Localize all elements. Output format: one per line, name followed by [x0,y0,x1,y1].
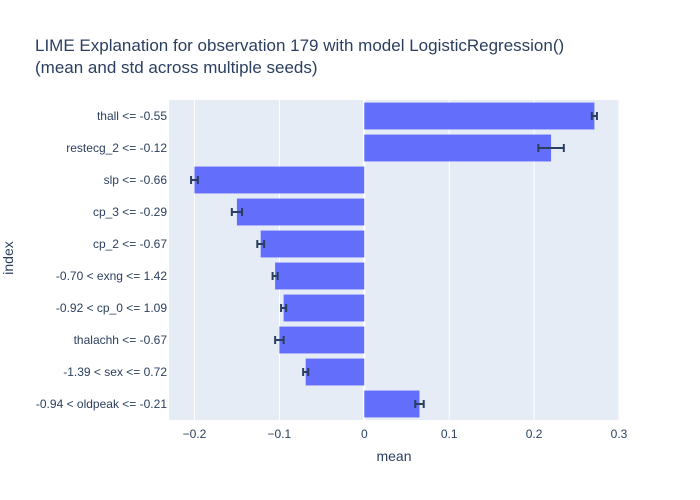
error-bars [190,112,598,408]
bar [364,390,420,418]
y-tick-label: thalachh <= -0.67 [74,333,168,347]
x-tick-label: −0.2 [183,427,207,441]
bar [194,166,365,194]
bars [194,102,595,418]
error-bar [230,208,244,216]
bar [305,358,365,386]
error-bar [274,336,285,344]
error-bar [414,400,425,408]
y-tick-label: -1.39 < sex <= 0.72 [63,365,167,379]
y-tick-label: -0.92 < cp_0 <= 1.09 [56,301,167,315]
y-tick-label: cp_3 <= -0.29 [93,205,167,219]
bar [279,326,365,354]
error-bar [302,368,310,376]
x-tick-label: 0.3 [611,427,628,441]
bar [364,134,552,162]
x-tick-labels: −0.2 −0.1 0 0.1 0.2 0.3 [183,427,628,441]
y-tick-label: restecg_2 <= -0.12 [66,141,167,155]
y-tick-label: -0.70 < exng <= 1.42 [56,269,167,283]
chart-title-line2: (mean and std across multiple seeds) [35,58,318,77]
bar [260,230,365,258]
x-tick-label: −0.1 [268,427,292,441]
error-bar [271,272,279,280]
error-bar [280,304,288,312]
bar [236,198,365,226]
x-tick-label: 0 [361,427,368,441]
x-axis-title: mean [376,448,411,464]
y-tick-label: slp <= -0.66 [104,173,168,187]
bar [275,262,365,290]
bar [283,294,365,322]
y-tick-label: -0.94 < oldpeak <= -0.21 [36,397,167,411]
y-tick-label: thall <= -0.55 [97,109,167,123]
y-tick-label: cp_2 <= -0.67 [93,237,167,251]
chart-title-line1: LIME Explanation for observation 179 wit… [35,36,564,55]
x-tick-label: 0.1 [441,427,458,441]
y-axis-title: index [0,241,16,274]
bar [364,102,595,130]
error-bar [590,112,598,120]
y-tick-labels: thall <= -0.55 restecg_2 <= -0.12 slp <= -… [36,109,167,411]
error-bar [537,144,565,152]
error-bar [256,240,266,248]
x-tick-label: 0.2 [526,427,543,441]
error-bar [190,176,199,184]
